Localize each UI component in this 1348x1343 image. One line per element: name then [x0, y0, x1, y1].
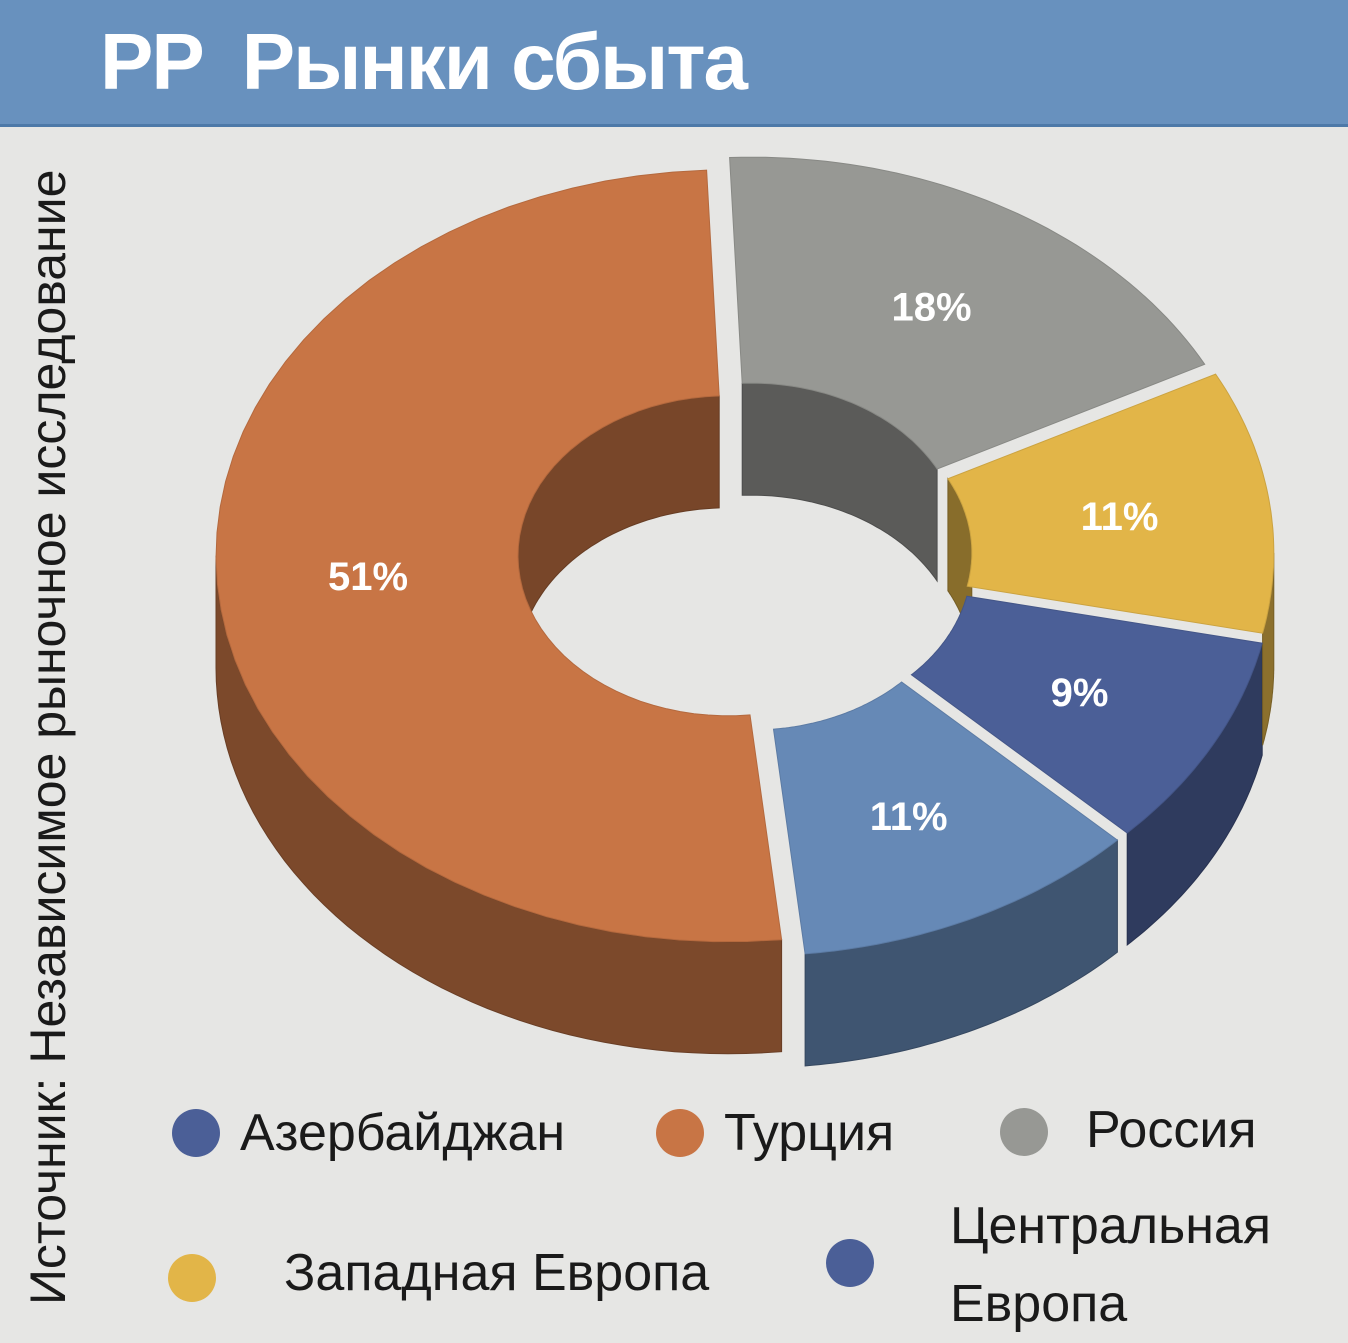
slice-1: [910, 595, 1263, 834]
slice-label: 11%: [1081, 495, 1159, 539]
slice-label: 11%: [870, 795, 948, 839]
header-bar: PP Рынки сбыта: [0, 0, 1348, 127]
slice-label: 18%: [891, 286, 971, 330]
slice-3: [215, 169, 783, 943]
legend-label: Азербайджан: [240, 1104, 566, 1162]
slice-label: 9%: [1051, 671, 1109, 715]
legend-label: Центральная Европа: [950, 1197, 1271, 1333]
legend-swatch: [656, 1109, 704, 1157]
legend-label: Россия: [1086, 1101, 1257, 1159]
chart-title: PP Рынки сбыта: [100, 17, 748, 106]
slice-2: [772, 681, 1119, 955]
donut-chart: 9% 11% 51% 18% 11%: [215, 156, 1275, 1067]
legend-label: Западная Европа: [284, 1244, 710, 1302]
legend-swatch: [1000, 1108, 1048, 1156]
legend-swatch: [172, 1109, 220, 1157]
slice-4: [729, 156, 1206, 470]
legend-label: Турция: [724, 1104, 895, 1162]
slice-label: 51%: [328, 555, 408, 599]
legend-swatch: [826, 1239, 874, 1287]
source-label: Источник:: [20, 1077, 76, 1305]
legend-swatch: [168, 1254, 216, 1302]
slice-5: [947, 373, 1275, 634]
